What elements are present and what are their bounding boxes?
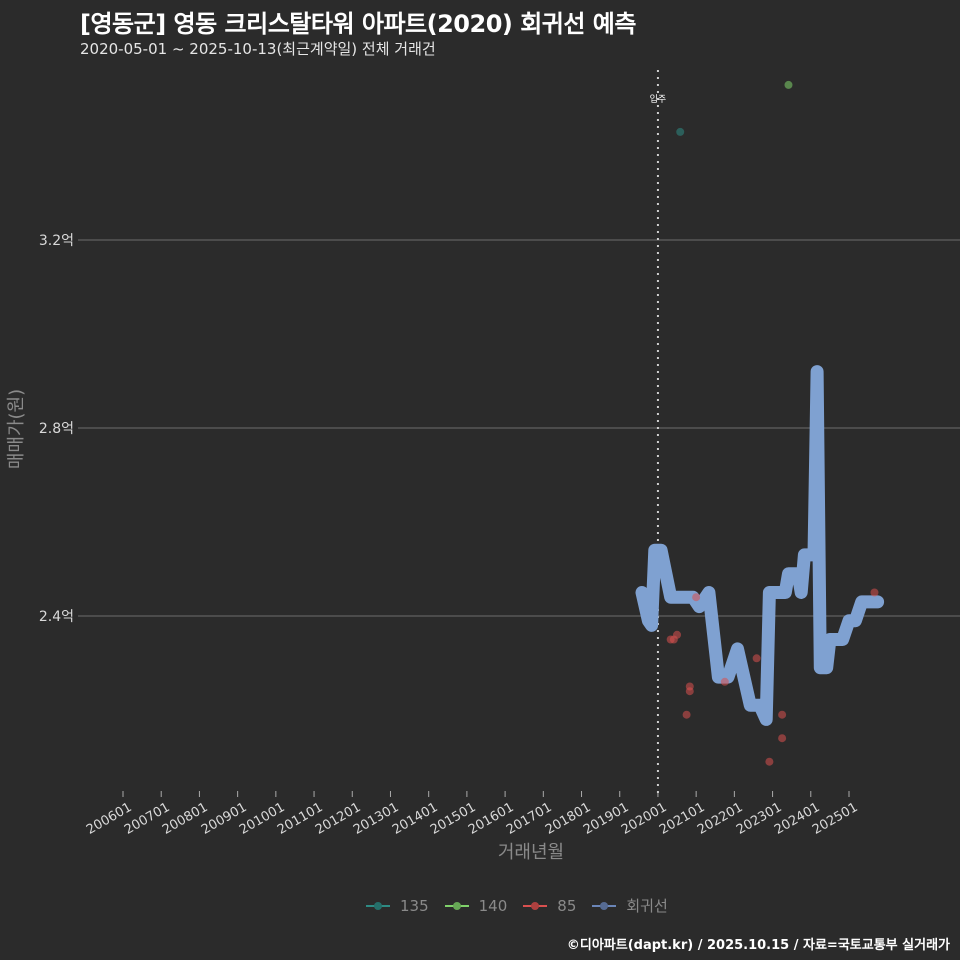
data-point-135[interactable] [676,127,685,136]
legend-label: 140 [478,896,508,915]
chart-title: [영동군] 영동 크리스탈타워 아파트(2020) 회귀선 예측 [80,10,636,38]
data-point-85[interactable] [682,710,691,719]
legend-label: 85 [557,896,577,915]
legend: 135 140 85 회귀선 [366,895,674,916]
data-point-85[interactable] [870,588,879,597]
legend-key-icon [444,901,469,910]
move-in-label: 입주 [650,93,667,105]
chart-subtitle: 2020-05-01 ~ 2025-10-13(최근계약일) 전체 거래건 [80,40,436,58]
source-caption: ©디아파트(dapt.kr) / 2025.10.15 / 자료=국토교통부 실… [566,938,950,953]
legend-item-regression[interactable]: 회귀선 [592,895,668,916]
data-point-85[interactable] [685,687,694,696]
y-tick-label: 3.2억 [38,233,74,249]
x-axis-label: 거래년월 [497,842,565,863]
legend-key-icon [592,901,617,910]
data-point-85[interactable] [720,677,729,686]
legend-item-85[interactable]: 85 [523,897,576,915]
legend-item-140[interactable]: 140 [444,896,508,915]
data-point-140[interactable] [784,80,793,89]
legend-key-icon [366,901,390,910]
data-point-85[interactable] [752,654,761,663]
legend-label: 회귀선 [626,897,668,915]
data-point-85[interactable] [778,710,787,719]
y-tick-label: 2.4억 [38,609,74,625]
regression-line [635,365,885,726]
legend-key-icon [523,901,548,910]
data-point-85[interactable] [673,630,682,639]
y-tick-label: 2.8억 [38,421,74,437]
legend-item-135[interactable]: 135 [366,897,429,915]
data-point-85[interactable] [778,734,787,743]
legend-label: 135 [400,896,429,915]
data-point-85[interactable] [692,593,701,602]
data-point-85[interactable] [765,757,774,766]
